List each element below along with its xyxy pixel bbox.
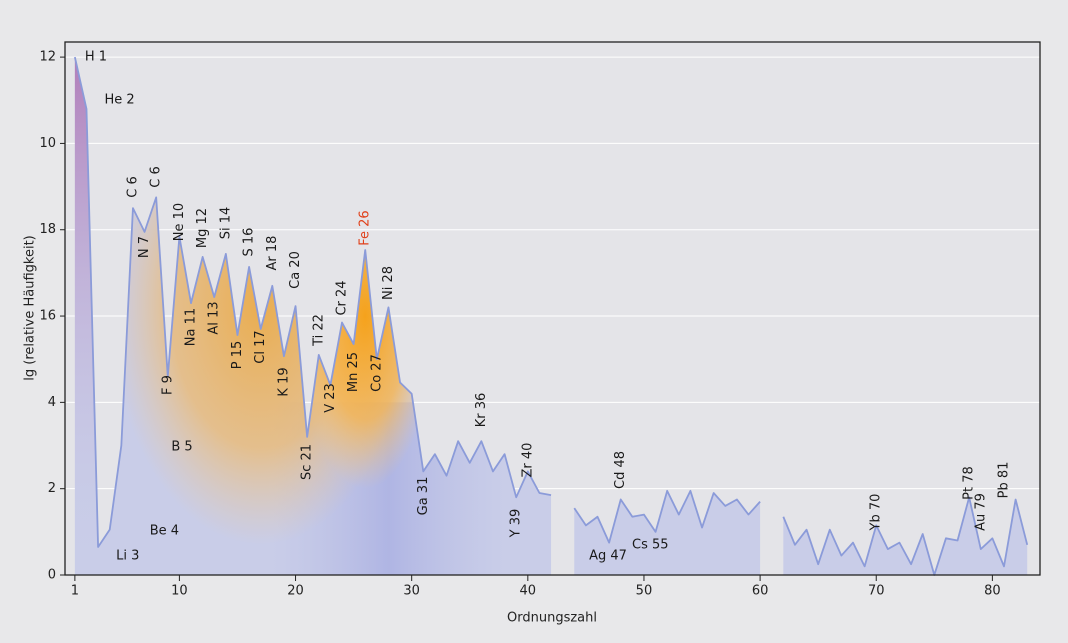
element-label: Be 4 [150,524,179,539]
y-tick-label: 12 [39,50,56,65]
element-label: Ga 31 [416,477,431,516]
element-label: Sc 21 [300,444,315,480]
element-label: N 7 [137,236,152,258]
area-fill [574,490,761,575]
element-label: Cl 17 [253,330,268,363]
x-tick-label: 40 [520,584,537,599]
element-label: P 15 [230,341,245,370]
element-label: Pt 78 [962,466,977,500]
element-label: Fe 26 [358,210,373,245]
area-fill [783,497,1028,575]
x-tick-label: 10 [171,584,188,599]
element-label: Li 3 [116,549,139,564]
y-axis-label: lg (relative Häufigkeit) [23,235,38,381]
element-label: Al 13 [207,301,222,334]
element-label: S 16 [242,228,257,257]
line [73,56,1029,576]
element-label: Pb 81 [996,462,1011,499]
element-label: Cd 48 [613,451,628,489]
x-tick-label: 1 [71,584,79,599]
element-label: He 2 [104,93,134,108]
element-label: V 23 [323,383,338,413]
element-label: Ni 28 [381,266,396,300]
x-tick-label: 60 [752,584,769,599]
element-label: Ne 10 [172,203,187,241]
x-tick-label: 70 [868,584,885,599]
element-label: Ar 18 [265,236,280,271]
element-label: Y 39 [509,509,524,539]
x-tick-label: 50 [636,584,653,599]
element-label: K 19 [276,367,291,396]
element-label: Mn 25 [346,352,361,392]
element-label: C 6 [125,176,140,197]
element-label: Cr 24 [334,280,349,315]
element-label: Ca 20 [288,251,303,289]
element-label: H 1 [85,50,107,65]
y-tick-label: 10 [39,136,56,151]
x-tick-label: 80 [984,584,1001,599]
element-label: Co 27 [369,354,384,392]
element-label: Au 79 [973,493,988,531]
x-tick-label: 20 [287,584,304,599]
y-tick-label: 4 [48,395,56,410]
element-label: C 6 [149,166,164,187]
element-label: Cs 55 [632,538,669,553]
plot-frame [64,41,1041,576]
element-label: Yb 70 [869,494,884,532]
y-tick-label: 16 [39,309,56,324]
element-label: F 9 [160,375,175,395]
x-axis-label: Ordnungszahl [507,611,597,626]
y-tick-label: 18 [39,222,56,237]
element-label: Mg 12 [195,208,210,248]
element-label: Zr 40 [520,443,535,478]
element-label: Kr 36 [474,393,489,428]
element-label: Ti 22 [311,314,326,347]
x-tick-label: 30 [403,584,420,599]
y-tick-label: 0 [48,568,56,583]
y-tick-label: 2 [48,481,56,496]
element-label: Na 11 [184,308,199,346]
element-label: Ag 47 [589,549,627,564]
element-label: Si 14 [218,207,233,240]
element-label: B 5 [171,440,192,455]
